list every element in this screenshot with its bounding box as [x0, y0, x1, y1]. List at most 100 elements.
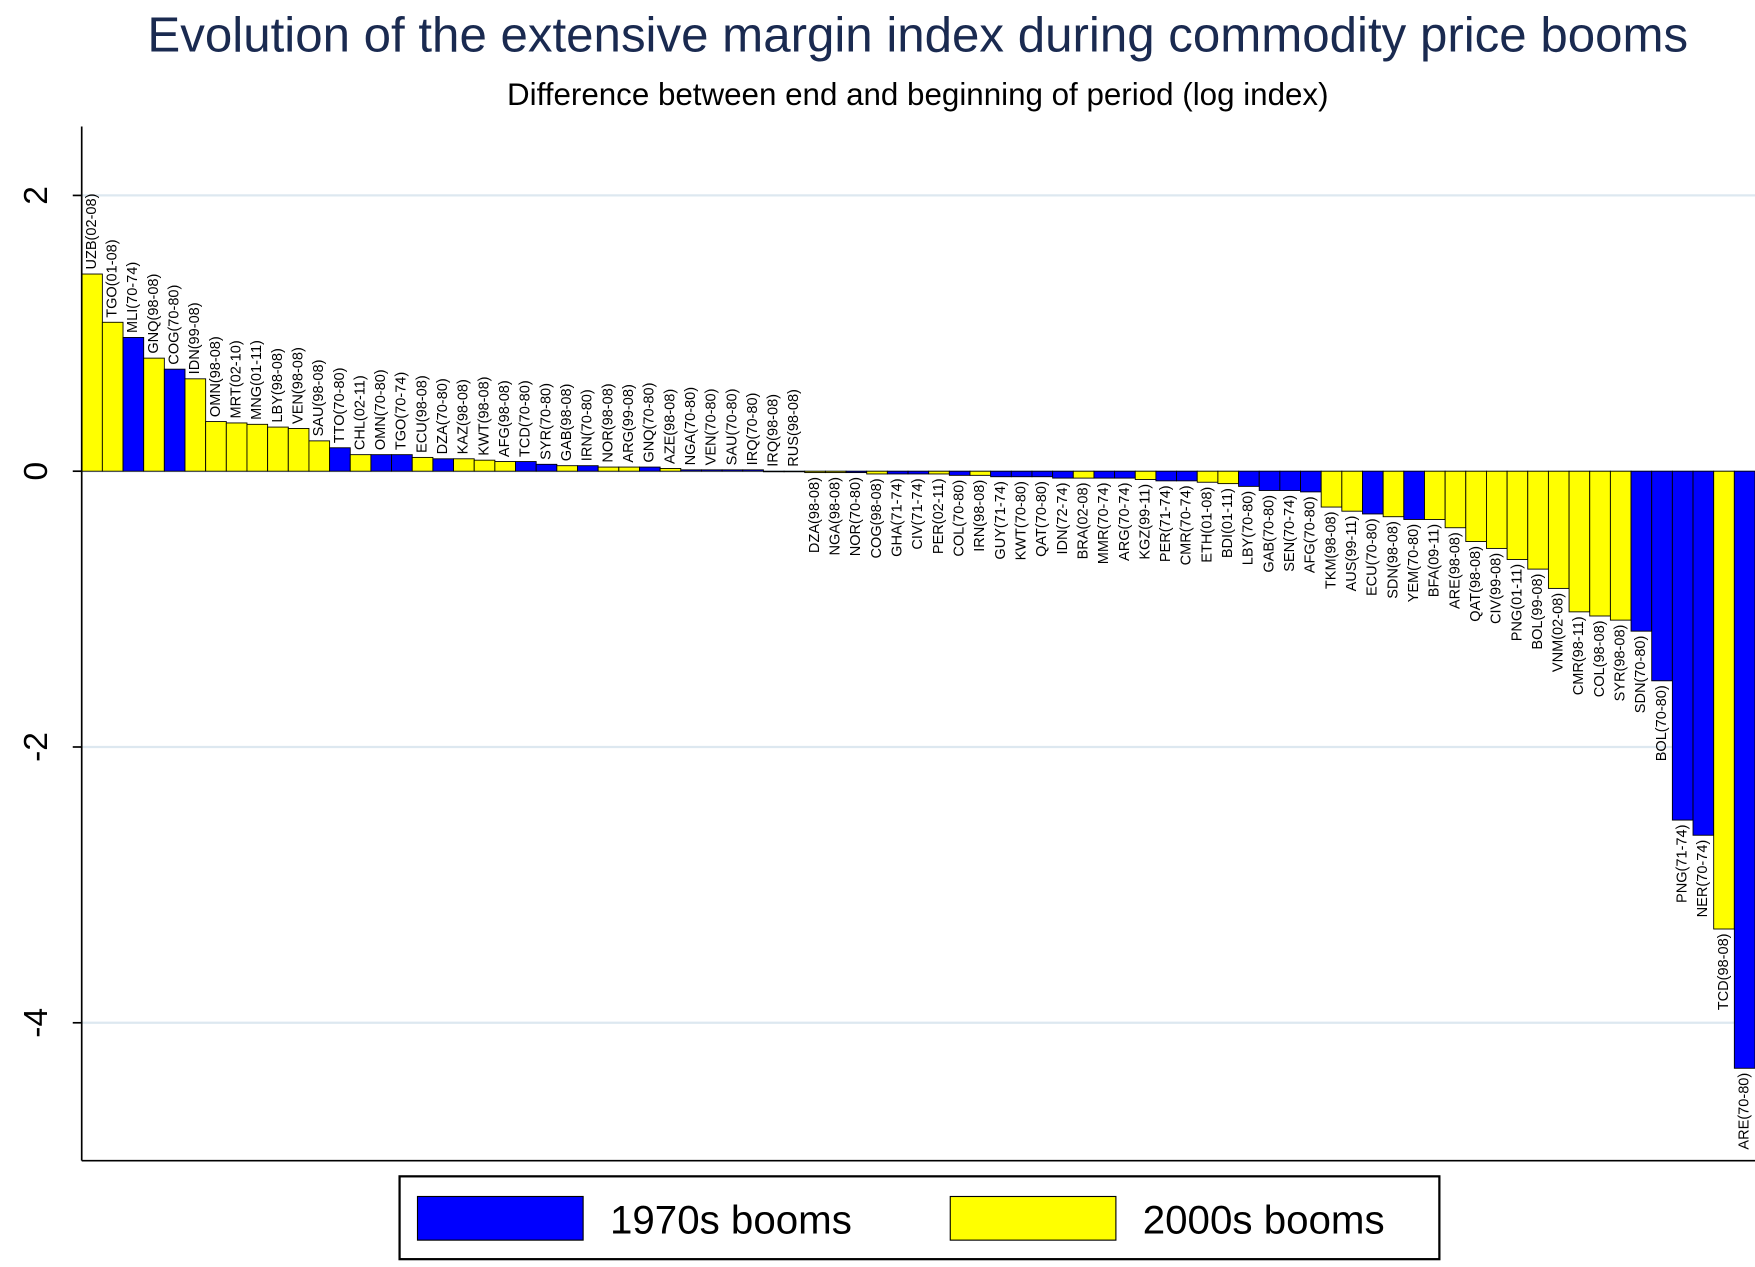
bar-label: BOL(70-80) [1654, 685, 1670, 761]
bar [824, 470, 847, 474]
bar-label: SEN(70-74) [1282, 495, 1298, 572]
bar [556, 465, 578, 472]
bar-label: SAU(98-08) [311, 360, 327, 437]
bar [742, 469, 764, 472]
bar-label: TTO(70-80) [332, 368, 348, 444]
bar-label: AZE(98-08) [662, 389, 678, 464]
bar [1444, 470, 1467, 529]
bar-label: DZA(70-80) [435, 378, 451, 454]
bar-label: KAZ(98-08) [456, 379, 472, 454]
bar [1713, 470, 1735, 930]
bar [225, 422, 248, 472]
bar [990, 470, 1012, 478]
bar-label: PER(02-11) [931, 478, 947, 554]
bar [1527, 470, 1549, 570]
bar [1547, 470, 1570, 589]
bar [1485, 470, 1508, 549]
bar [1589, 470, 1611, 617]
bar [928, 470, 950, 475]
bar [1196, 470, 1219, 483]
bar-label: BOL(99-08) [1530, 574, 1546, 650]
bar-label: QAT(98-08) [1468, 546, 1484, 622]
bar [577, 465, 599, 472]
bar-label: IDN(99-08) [187, 302, 203, 374]
bar-label: LBY(70-80) [1241, 491, 1257, 565]
bar-label: TKM(98-08) [1323, 512, 1339, 590]
bar-label: IRQ(70-80) [745, 393, 761, 466]
bar [1568, 470, 1591, 613]
bar-labels: UZB(02-08) TGO(01-08) MLI(70-74) GNQ(98-08)… [84, 194, 1753, 1150]
y-tick-label: -4 [18, 1008, 55, 1038]
bar-label: MLI(70-74) [125, 262, 141, 333]
bar-label: SDN(98-08) [1385, 521, 1401, 599]
chart-title: Evolution of the extensive margin index … [147, 7, 1688, 62]
bar [391, 454, 413, 472]
bar [1217, 470, 1239, 485]
bar [287, 428, 310, 472]
bar [267, 426, 289, 472]
bar-label: PER(71-74) [1158, 485, 1174, 562]
bar [1362, 470, 1384, 515]
bar-label: ARG(99-08) [621, 384, 637, 462]
bar-label: COL(98-08) [1592, 620, 1608, 697]
bar [1382, 470, 1405, 518]
bar-label: COG(70-80) [167, 285, 183, 365]
bar-label: GNQ(98-08) [146, 274, 162, 354]
bar [101, 321, 124, 472]
bar [143, 357, 165, 472]
bar-label: ETH(01-08) [1199, 487, 1215, 563]
bar-label: MMR(70-74) [1096, 483, 1112, 565]
bar-label: NER(70-74) [1695, 840, 1711, 918]
bar [1176, 470, 1198, 482]
bar-label: ECU(70-80) [1365, 518, 1381, 596]
bar-label: RUS(98-08) [786, 389, 802, 467]
y-tick-label: -2 [18, 732, 55, 762]
bar-label: IRN(98-08) [972, 480, 988, 552]
bar [1238, 470, 1260, 487]
bar [783, 470, 806, 473]
bar-label: MNG(01-11) [249, 340, 265, 420]
bar [1258, 470, 1281, 491]
bar [1155, 470, 1178, 482]
bar-label: GAB(70-80) [1261, 495, 1277, 573]
bar-label: AFG(98-08) [497, 380, 513, 457]
legend: 1970s booms 2000s booms [416, 1195, 1385, 1242]
bar-label: SAU(70-80) [724, 389, 740, 466]
bar [1630, 470, 1653, 632]
bar [308, 440, 331, 472]
legend-label: 2000s booms [1143, 1197, 1385, 1242]
bar-label: NOR(70-80) [848, 477, 864, 556]
y-axis: -4 -2 0 2 [18, 126, 1755, 1162]
bar [205, 421, 227, 472]
bar-label: ECU(98-08) [414, 375, 430, 453]
bar [804, 470, 826, 474]
bar-label: TCD(98-08) [1716, 933, 1732, 1010]
bar-label: ARE(98-08) [1447, 532, 1463, 609]
bar-label: AUS(99-11) [1344, 516, 1360, 592]
bars [81, 273, 1755, 1069]
bar-label: YEM(70-80) [1406, 524, 1422, 602]
bar-label: DZA(98-08) [807, 477, 823, 553]
bar [184, 378, 207, 472]
bar-label: MRT(02-10) [228, 340, 244, 418]
bar [515, 461, 537, 472]
bar [1506, 470, 1529, 560]
bar-label: KWT(70-80) [1013, 481, 1029, 560]
legend-swatch [949, 1195, 1117, 1241]
bar-label: KGZ(99-11) [1137, 484, 1153, 560]
bar-label: TGO(01-08) [105, 239, 121, 317]
bar [1424, 470, 1446, 520]
bar [473, 459, 496, 472]
bar [1114, 470, 1136, 479]
bar-label: OMN(70-80) [373, 369, 389, 450]
legend-label: 1970s booms [610, 1197, 852, 1242]
bar-label: COG(98-08) [869, 478, 885, 558]
bar [886, 470, 909, 475]
bar-label: QAT(70-80) [1034, 481, 1050, 557]
bar-label: NGA(70-80) [683, 387, 699, 465]
bar [680, 469, 702, 472]
bar-label: SDN(70-80) [1633, 636, 1649, 714]
bar-label: VNM(02-08) [1551, 593, 1567, 672]
